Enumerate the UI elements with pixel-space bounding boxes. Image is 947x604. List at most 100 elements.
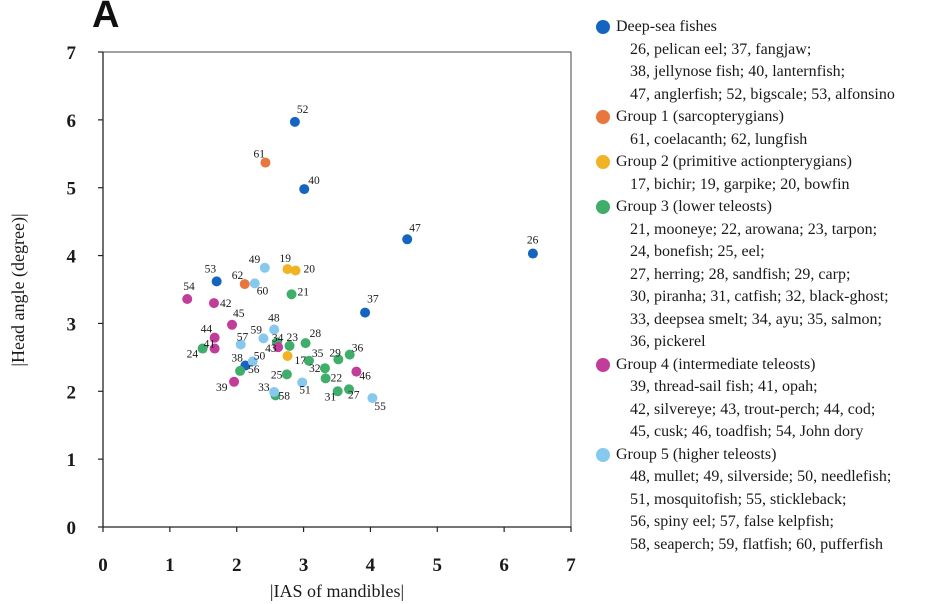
point-label-38: 38 bbox=[231, 353, 243, 365]
y-tick-label: 0 bbox=[67, 518, 77, 539]
data-point-49 bbox=[259, 262, 270, 273]
plot-frame bbox=[102, 51, 572, 528]
data-point-17 bbox=[282, 351, 293, 361]
x-tick-label: 6 bbox=[499, 555, 509, 576]
point-label-32: 32 bbox=[309, 363, 321, 375]
point-label-56: 56 bbox=[248, 364, 260, 376]
point-label-54: 54 bbox=[183, 281, 195, 293]
data-point-37 bbox=[360, 307, 371, 318]
legend-line: 26, pelican eel; 37, fangjaw; bbox=[630, 40, 812, 58]
legend-group: Group 4 (intermediate teleosts) 39, threa… bbox=[596, 354, 946, 444]
point-label-33: 33 bbox=[258, 382, 270, 394]
point-label-31: 31 bbox=[325, 391, 337, 403]
legend-line: 47, anglerfish; 52, bigscale; 53, alfons… bbox=[630, 85, 895, 103]
legend-group: Group 1 (sarcopterygians) 61, coelacanth;… bbox=[596, 106, 946, 151]
legend-swatch bbox=[596, 20, 610, 35]
x-tick-label: 4 bbox=[366, 555, 376, 576]
legend-line: 17, bichir; 19, garpike; 20, bowfin bbox=[630, 175, 850, 193]
point-label-52: 52 bbox=[297, 104, 309, 116]
legend-line: 48, mullet; 49, silverside; 50, needlefi… bbox=[630, 468, 892, 485]
point-label-48: 48 bbox=[268, 313, 280, 325]
legend-swatch bbox=[596, 155, 610, 170]
data-point-61 bbox=[260, 157, 271, 168]
legend-swatch bbox=[596, 357, 610, 372]
point-label-42: 42 bbox=[220, 298, 232, 310]
point-label-37: 37 bbox=[367, 294, 379, 306]
legend-line: 42, silvereye; 43, trout-perch; 44, cod; bbox=[630, 400, 876, 418]
data-point-43 bbox=[273, 342, 284, 353]
point-label-39: 39 bbox=[216, 382, 228, 394]
data-point-33 bbox=[269, 386, 280, 397]
data-point-20 bbox=[290, 265, 301, 276]
legend-title: Group 4 (intermediate teleosts) bbox=[616, 355, 816, 373]
data-point-25 bbox=[281, 369, 292, 380]
data-point-42 bbox=[208, 298, 219, 309]
data-point-62 bbox=[239, 279, 250, 290]
data-point-48 bbox=[269, 324, 280, 335]
legend-line: 24, bonefish; 25, eel; bbox=[630, 243, 765, 260]
x-tick-label: 2 bbox=[232, 555, 242, 576]
legend-title: Deep-sea fishes bbox=[616, 18, 717, 35]
point-label-46: 46 bbox=[359, 371, 371, 383]
x-axis-ticks: 0 1 2 3 4 5 6 7 bbox=[98, 527, 576, 576]
point-label-26: 26 bbox=[527, 235, 539, 247]
point-label-35: 35 bbox=[312, 348, 324, 360]
y-axis-ticks: 0 1 2 3 4 5 6 7 bbox=[67, 43, 103, 539]
point-label-59: 59 bbox=[250, 324, 262, 336]
legend-line: 58, seaperch; 59, flatfish; 60, pufferfi… bbox=[630, 535, 883, 553]
point-label-20: 20 bbox=[304, 264, 316, 276]
point-label-17: 17 bbox=[295, 355, 307, 367]
data-point-60 bbox=[249, 278, 260, 289]
legend-line: 39, thread-sail fish; 41, opah; bbox=[630, 378, 818, 395]
data-point-51 bbox=[297, 377, 308, 388]
point-label-51: 51 bbox=[299, 384, 311, 396]
point-label-45: 45 bbox=[233, 308, 245, 320]
legend-line: 21, mooneye; 22, arowana; 23, tarpon; bbox=[630, 220, 878, 238]
point-label-50: 50 bbox=[254, 350, 266, 362]
legend-title: Group 1 (sarcopterygians) bbox=[616, 108, 784, 125]
point-label-44: 44 bbox=[201, 324, 213, 336]
point-label-60: 60 bbox=[257, 285, 269, 297]
legend-swatch bbox=[596, 200, 610, 215]
data-point-59 bbox=[258, 333, 269, 344]
legend-entry: Group 5 (higher teleosts) bbox=[596, 444, 946, 467]
data-point-22 bbox=[320, 373, 331, 384]
point-label-43: 43 bbox=[265, 343, 277, 355]
data-point-45 bbox=[227, 319, 238, 330]
point-label-36: 36 bbox=[352, 343, 364, 355]
data-point-52 bbox=[289, 116, 300, 127]
legend-group: Group 2 (primitive actionpterygians) 17, … bbox=[596, 151, 946, 196]
legend-line: 33, deepsea smelt; 34, ayu; 35, salmon; bbox=[630, 310, 882, 328]
point-label-61: 61 bbox=[253, 149, 265, 161]
y-tick-label: 3 bbox=[67, 314, 77, 335]
data-point-47 bbox=[402, 234, 413, 245]
data-point-57 bbox=[235, 339, 246, 350]
point-label-40: 40 bbox=[308, 175, 320, 187]
x-axis-title: |IAS of mandibles| bbox=[270, 581, 404, 601]
data-point-56 bbox=[235, 365, 246, 376]
legend-entry: Group 3 (lower teleosts) bbox=[596, 196, 946, 219]
legend-entry: Group 4 (intermediate teleosts) bbox=[596, 354, 946, 377]
point-label-28: 28 bbox=[310, 328, 322, 340]
legend-title: Group 2 (primitive actionpterygians) bbox=[616, 153, 852, 170]
x-tick-label: 7 bbox=[566, 555, 576, 576]
legend-swatch bbox=[596, 447, 610, 462]
data-point-41 bbox=[209, 343, 220, 354]
point-label-49: 49 bbox=[249, 254, 261, 266]
point-label-62: 62 bbox=[232, 270, 244, 282]
y-tick-label: 2 bbox=[67, 382, 77, 403]
legend: Deep-sea fishes 26, pelican eel; 37, fang… bbox=[596, 16, 946, 556]
data-point-24 bbox=[197, 343, 208, 354]
y-tick-label: 6 bbox=[67, 111, 77, 132]
y-tick-label: 4 bbox=[67, 247, 77, 268]
point-label-19: 19 bbox=[280, 253, 292, 265]
panel-label: A bbox=[92, 0, 120, 36]
y-axis-title: |Head angle (degree)| bbox=[8, 213, 29, 366]
legend-line: 27, herring; 28, sandfish; 29, carp; bbox=[630, 265, 851, 283]
data-point-27 bbox=[344, 384, 355, 395]
data-point-23 bbox=[284, 340, 295, 351]
data-point-50 bbox=[247, 356, 258, 367]
data-point-36 bbox=[344, 349, 355, 360]
point-label-55: 55 bbox=[374, 401, 386, 413]
point-label-25: 25 bbox=[271, 369, 283, 381]
